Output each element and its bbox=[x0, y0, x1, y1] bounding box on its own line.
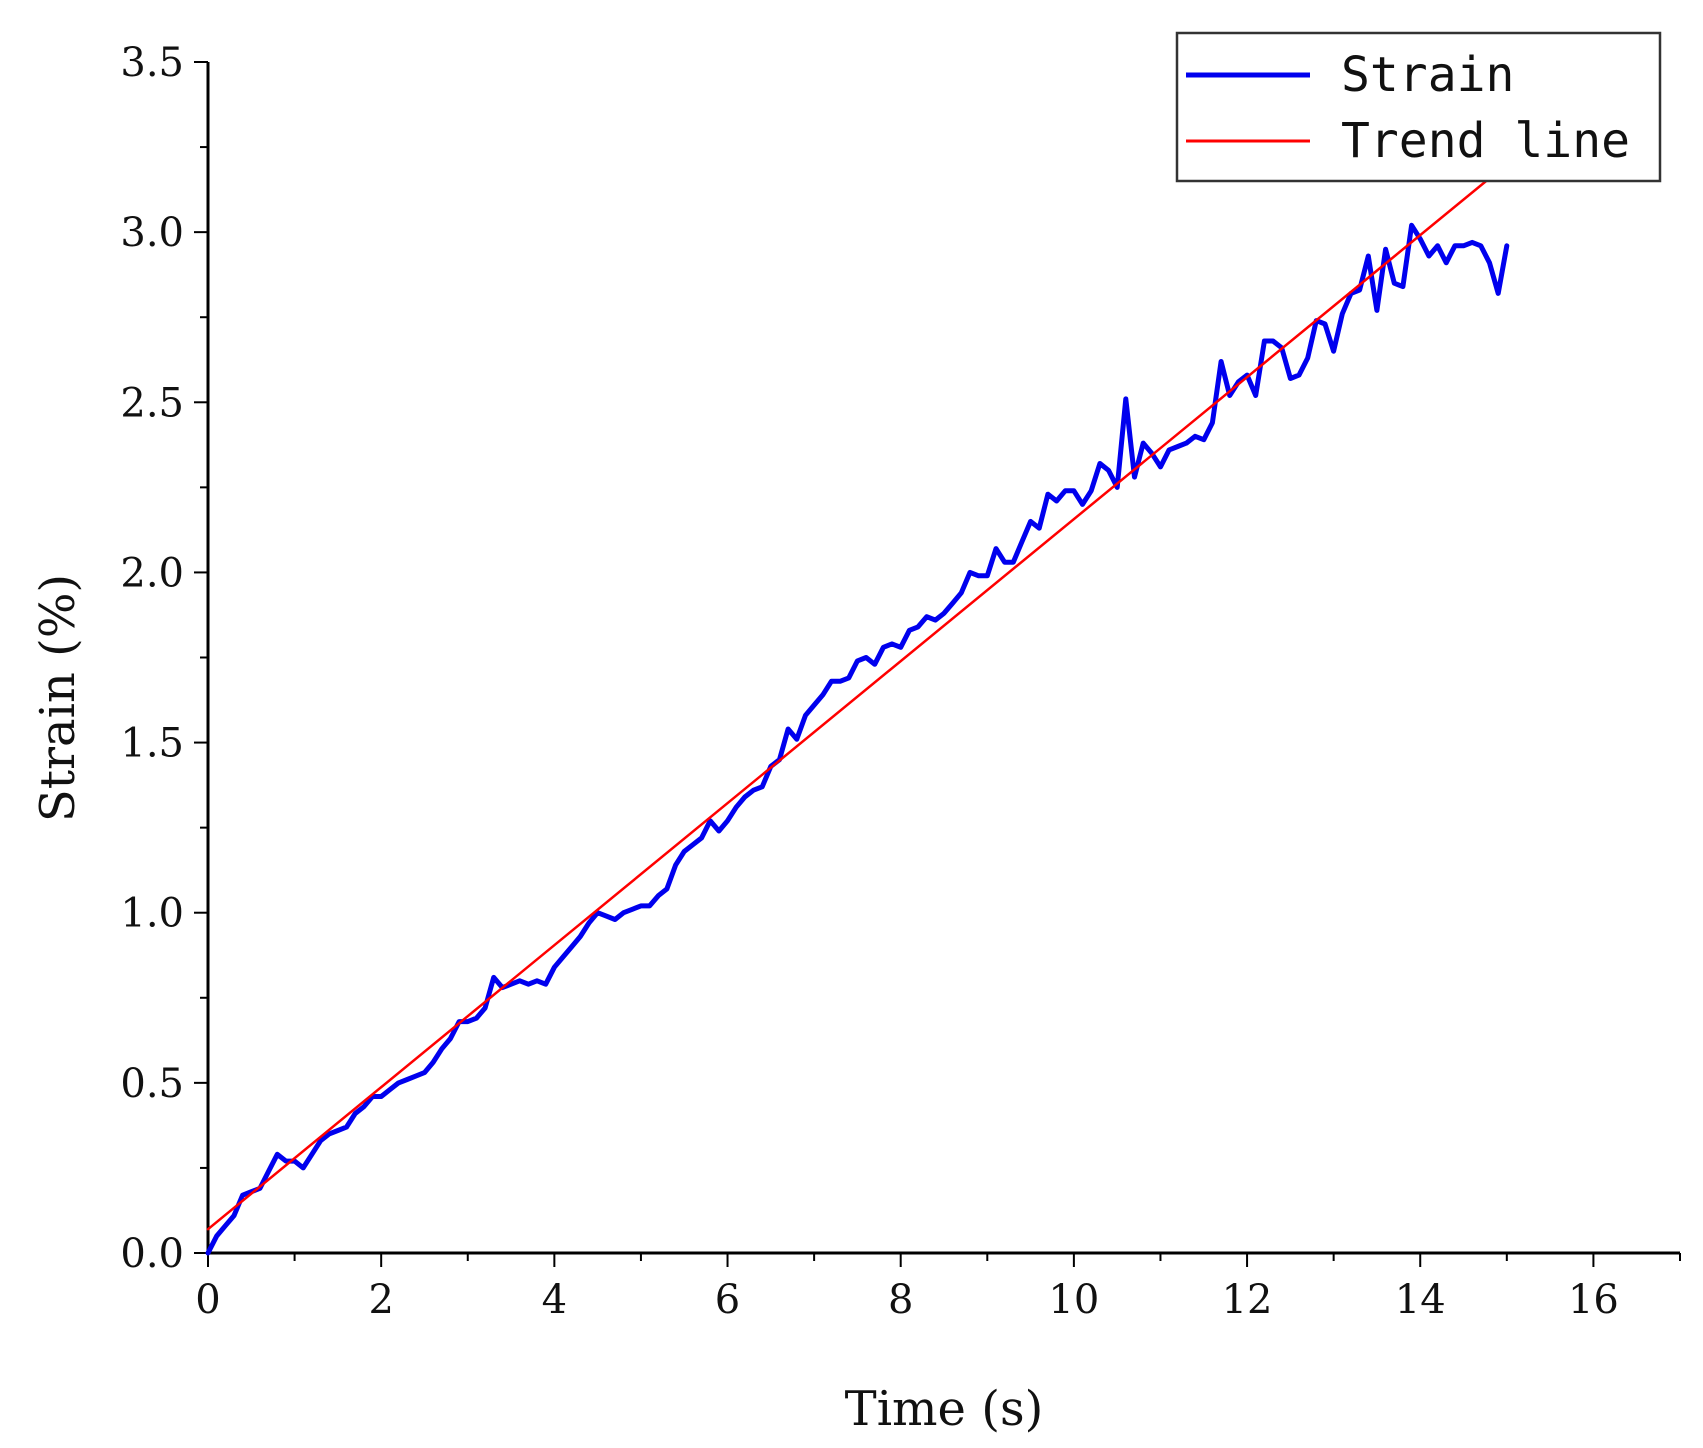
x-tick-label: 4 bbox=[542, 1277, 567, 1323]
x-tick-label: 8 bbox=[888, 1277, 913, 1323]
x-tick-label: 10 bbox=[1048, 1277, 1099, 1323]
y-tick-label: 3.0 bbox=[120, 210, 184, 256]
y-axis-title: Strain (%) bbox=[30, 574, 86, 822]
y-tick-label: 2.5 bbox=[120, 380, 184, 426]
legend: Strain Trend line bbox=[1175, 31, 1662, 183]
axes: 0 2 4 6 8 10 12 14 16 0.0 0.5 1.0 1.5 2.0 2.5 3.0 3.5 bbox=[120, 40, 1681, 1323]
series-layer bbox=[205, 162, 1510, 1256]
y-tick-label: 0.0 bbox=[120, 1231, 184, 1277]
x-tick-label: 12 bbox=[1222, 1277, 1273, 1323]
y-tick-label: 1.5 bbox=[120, 721, 184, 767]
x-tick-label: 2 bbox=[368, 1277, 393, 1323]
trend-series-line bbox=[206, 162, 1509, 1231]
legend-trend-label: Trend line bbox=[1341, 113, 1630, 169]
x-tick-label: 6 bbox=[715, 1277, 740, 1323]
x-tick-label: 0 bbox=[195, 1277, 220, 1323]
y-tick-label: 3.5 bbox=[120, 40, 184, 86]
y-tick-label: 0.5 bbox=[120, 1061, 184, 1107]
x-axis-title: Time (s) bbox=[845, 1381, 1044, 1437]
legend-strain-label: Strain bbox=[1341, 47, 1514, 103]
x-tick-label: 16 bbox=[1568, 1277, 1619, 1323]
y-tick-label: 2.0 bbox=[120, 550, 184, 596]
y-tick-label: 1.0 bbox=[120, 891, 184, 937]
strain-series-line bbox=[205, 222, 1510, 1256]
legend-box bbox=[1175, 31, 1662, 183]
x-tick-label: 14 bbox=[1395, 1277, 1446, 1323]
